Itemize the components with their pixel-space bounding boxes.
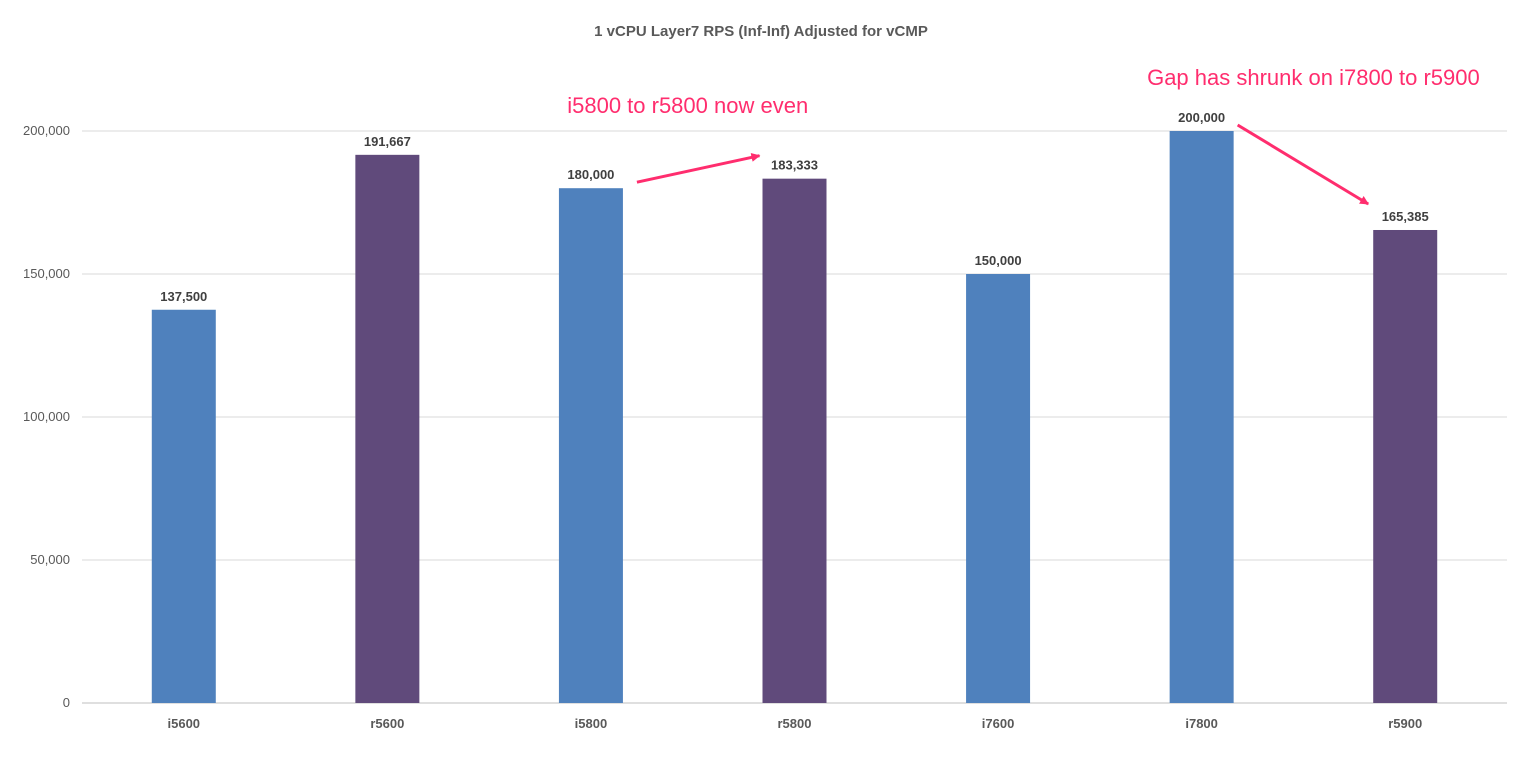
bar-r5900 — [1373, 229, 1438, 703]
data-label: 137,500 — [160, 289, 207, 304]
annotation-text: i5800 to r5800 now even — [567, 93, 808, 118]
bar-i7800 — [1169, 131, 1234, 703]
y-tick-label: 200,000 — [23, 123, 70, 138]
x-tick-label: r5600 — [370, 716, 404, 731]
x-tick-label: i7600 — [982, 716, 1015, 731]
annotation-arrow — [636, 152, 761, 184]
y-tick-label: 100,000 — [23, 409, 70, 424]
bars: 137,500 191,667 180,000 183,333 150,000 200,0… — [151, 110, 1438, 704]
data-label: 183,333 — [771, 158, 818, 173]
y-tick-label: 0 — [63, 695, 70, 710]
bar-r5800 — [762, 178, 827, 704]
x-tick-label: i7800 — [1185, 716, 1218, 731]
chart-title: 1 vCPU Layer7 RPS (Inf-Inf) Adjusted for… — [594, 23, 928, 40]
annotations: i5800 to r5800 now even Gap has shrunk on… — [567, 65, 1480, 206]
data-label: 180,000 — [567, 167, 614, 182]
x-axis: i5600 r5600 i5800 r5800 i7600 i7800 r5900 — [168, 716, 1423, 731]
x-tick-label: r5800 — [778, 716, 812, 731]
bar-i5800 — [558, 188, 623, 703]
bar-i5600 — [151, 309, 216, 703]
y-tick-label: 150,000 — [23, 266, 70, 281]
bar-i7600 — [966, 274, 1031, 703]
x-tick-label: i5600 — [168, 716, 201, 731]
x-tick-label: i5800 — [575, 716, 608, 731]
y-axis: 0 50,000 100,000 150,000 200,000 — [23, 123, 70, 710]
data-label: 165,385 — [1382, 209, 1429, 224]
bar-r5600 — [355, 154, 420, 703]
data-label: 200,000 — [1178, 110, 1225, 125]
x-tick-label: r5900 — [1388, 716, 1422, 731]
y-tick-label: 50,000 — [30, 552, 70, 567]
data-label: 150,000 — [975, 253, 1022, 268]
annotation-text: Gap has shrunk on i7800 to r5900 — [1147, 65, 1480, 90]
data-label: 191,667 — [364, 134, 411, 149]
annotation-arrow — [1236, 123, 1369, 206]
